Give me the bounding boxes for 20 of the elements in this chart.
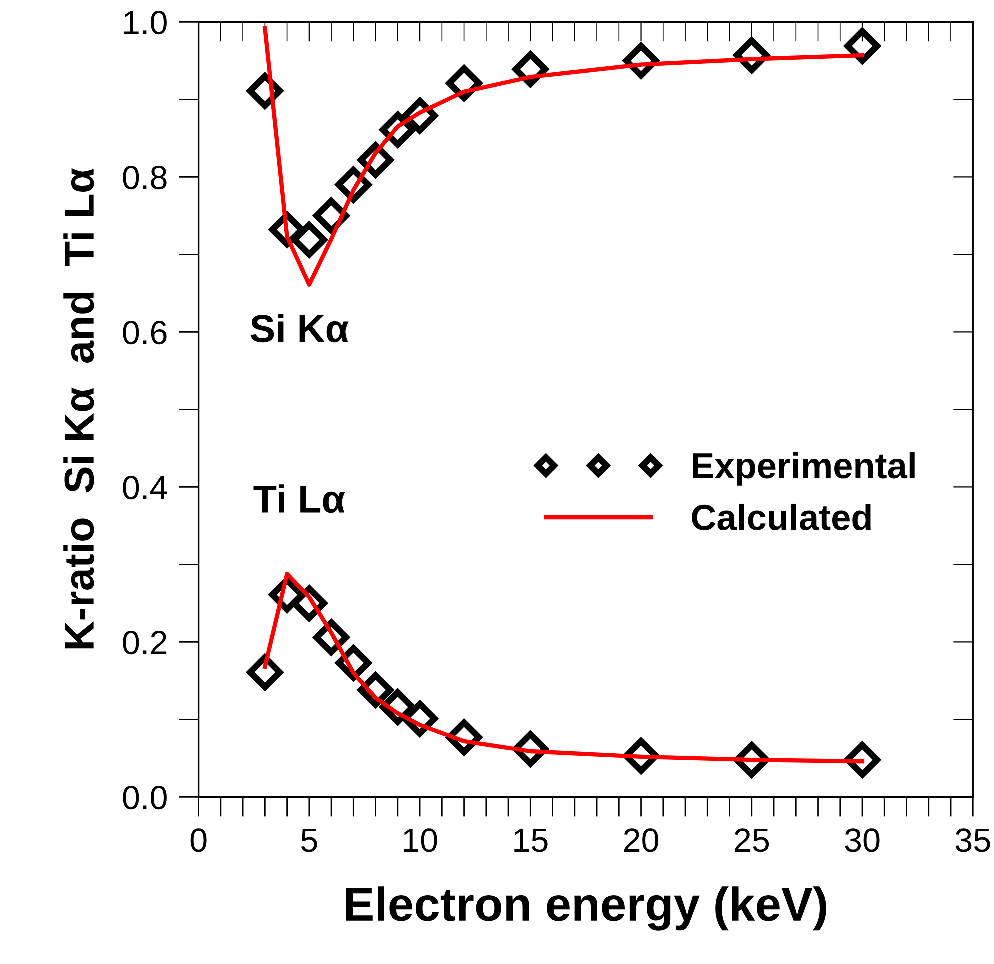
annotation: Si Kα [250,314,349,343]
y-tick-label: 0.2 [123,631,167,655]
y-axis-title: K-ratio Si Kα and Ti Lα [64,168,94,649]
x-tick-label: 30 [845,828,880,852]
x-tick-label: 5 [301,829,318,852]
x-tick-label: 25 [735,828,770,852]
legend-label: Experimental [693,452,915,486]
y-tick-label: 1.0 [124,10,167,35]
x-tick-label: 10 [404,828,438,852]
x-tick-label: 0 [190,828,207,852]
y-tick-label: 0.4 [123,476,168,500]
x-tick-label: 20 [624,828,659,852]
legend-label: Calculated [692,504,871,531]
x-tick-label: 15 [514,829,548,852]
x-axis-title: Electron energy (keV) [346,886,826,931]
y-tick-label: 0.8 [123,166,167,190]
annotation: Ti Lα [254,484,346,514]
x-tick-label: 35 [956,828,990,852]
y-tick-label: 0.6 [123,320,167,345]
y-tick-label: 0.0 [123,786,167,810]
